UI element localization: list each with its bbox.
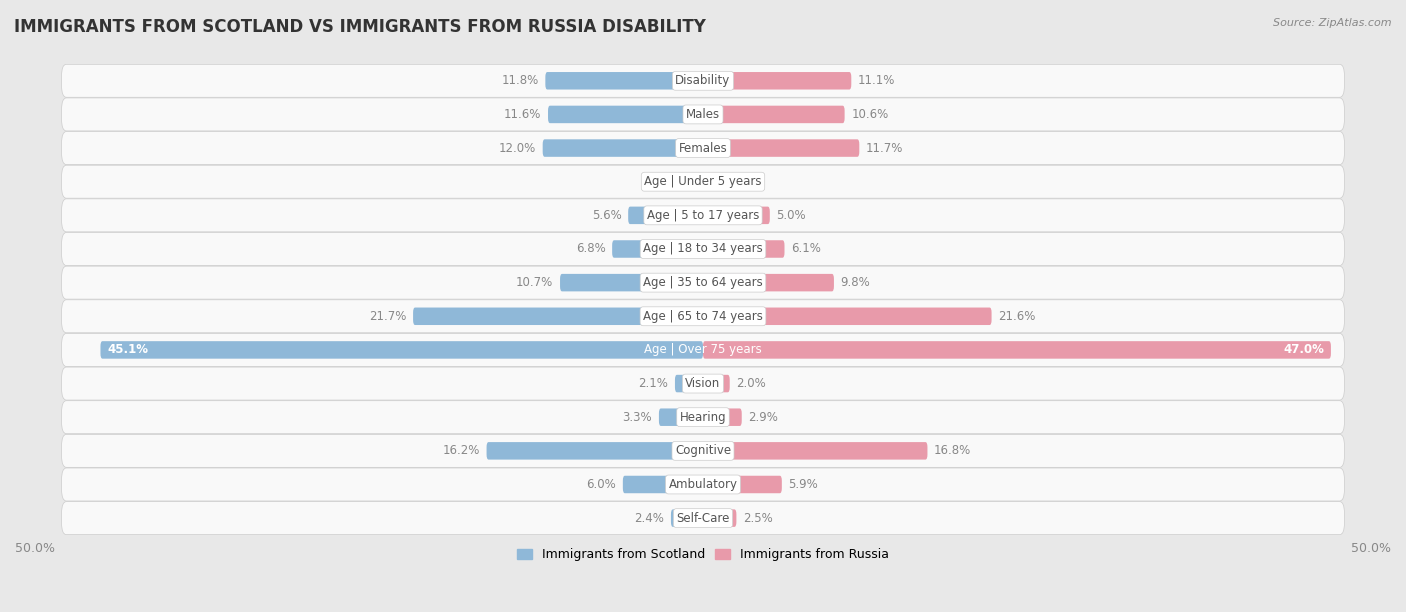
FancyBboxPatch shape [62,502,1344,535]
FancyBboxPatch shape [548,106,703,123]
Text: Disability: Disability [675,74,731,88]
Text: 5.9%: 5.9% [789,478,818,491]
FancyBboxPatch shape [623,476,703,493]
FancyBboxPatch shape [703,274,834,291]
Text: 9.8%: 9.8% [841,276,870,289]
Text: Source: ZipAtlas.com: Source: ZipAtlas.com [1274,18,1392,28]
Text: Age | Under 5 years: Age | Under 5 years [644,175,762,188]
FancyBboxPatch shape [659,408,703,426]
FancyBboxPatch shape [703,207,770,224]
Text: 2.1%: 2.1% [638,377,668,390]
Text: IMMIGRANTS FROM SCOTLAND VS IMMIGRANTS FROM RUSSIA DISABILITY: IMMIGRANTS FROM SCOTLAND VS IMMIGRANTS F… [14,18,706,36]
Text: 2.0%: 2.0% [737,377,766,390]
FancyBboxPatch shape [560,274,703,291]
FancyBboxPatch shape [543,140,703,157]
Text: 2.5%: 2.5% [744,512,773,524]
FancyBboxPatch shape [703,375,730,392]
Text: 2.4%: 2.4% [634,512,664,524]
FancyBboxPatch shape [62,64,1344,97]
Text: 11.1%: 11.1% [858,74,896,88]
Text: 21.7%: 21.7% [368,310,406,323]
Text: Self-Care: Self-Care [676,512,730,524]
Text: 1.4%: 1.4% [648,175,678,188]
Text: 16.8%: 16.8% [934,444,972,457]
Text: 6.1%: 6.1% [792,242,821,255]
Text: 11.8%: 11.8% [502,74,538,88]
FancyBboxPatch shape [671,509,703,527]
FancyBboxPatch shape [62,401,1344,434]
FancyBboxPatch shape [703,72,851,89]
FancyBboxPatch shape [100,341,703,359]
Text: Vision: Vision [685,377,721,390]
Text: 12.0%: 12.0% [499,141,536,155]
Text: 11.6%: 11.6% [503,108,541,121]
Text: 45.1%: 45.1% [107,343,148,356]
FancyBboxPatch shape [675,375,703,392]
FancyBboxPatch shape [62,165,1344,198]
FancyBboxPatch shape [486,442,703,460]
FancyBboxPatch shape [62,233,1344,266]
FancyBboxPatch shape [62,367,1344,400]
FancyBboxPatch shape [628,207,703,224]
FancyBboxPatch shape [703,476,782,493]
FancyBboxPatch shape [703,106,845,123]
FancyBboxPatch shape [703,173,717,190]
FancyBboxPatch shape [703,140,859,157]
Text: 11.7%: 11.7% [866,141,904,155]
Text: 6.0%: 6.0% [586,478,616,491]
FancyBboxPatch shape [703,307,991,325]
Text: Ambulatory: Ambulatory [668,478,738,491]
FancyBboxPatch shape [62,98,1344,131]
Text: 10.6%: 10.6% [851,108,889,121]
FancyBboxPatch shape [62,468,1344,501]
Legend: Immigrants from Scotland, Immigrants from Russia: Immigrants from Scotland, Immigrants fro… [512,543,894,566]
Text: 2.9%: 2.9% [748,411,779,424]
FancyBboxPatch shape [546,72,703,89]
Text: Hearing: Hearing [679,411,727,424]
Text: Age | 18 to 34 years: Age | 18 to 34 years [643,242,763,255]
FancyBboxPatch shape [703,408,742,426]
FancyBboxPatch shape [62,435,1344,468]
FancyBboxPatch shape [62,300,1344,333]
Text: 21.6%: 21.6% [998,310,1036,323]
Text: Cognitive: Cognitive [675,444,731,457]
Text: Age | Over 75 years: Age | Over 75 years [644,343,762,356]
FancyBboxPatch shape [703,509,737,527]
Text: 1.1%: 1.1% [724,175,754,188]
Text: Females: Females [679,141,727,155]
FancyBboxPatch shape [62,199,1344,232]
FancyBboxPatch shape [62,266,1344,299]
Text: Males: Males [686,108,720,121]
FancyBboxPatch shape [62,132,1344,165]
FancyBboxPatch shape [703,241,785,258]
Text: 3.3%: 3.3% [623,411,652,424]
Text: Age | 65 to 74 years: Age | 65 to 74 years [643,310,763,323]
FancyBboxPatch shape [703,442,928,460]
Text: Age | 5 to 17 years: Age | 5 to 17 years [647,209,759,222]
Text: 47.0%: 47.0% [1284,343,1324,356]
FancyBboxPatch shape [612,241,703,258]
Text: 10.7%: 10.7% [516,276,554,289]
Text: 5.6%: 5.6% [592,209,621,222]
Text: 16.2%: 16.2% [443,444,479,457]
FancyBboxPatch shape [62,334,1344,367]
Text: Age | 35 to 64 years: Age | 35 to 64 years [643,276,763,289]
FancyBboxPatch shape [413,307,703,325]
FancyBboxPatch shape [685,173,703,190]
Text: 5.0%: 5.0% [776,209,806,222]
Text: 6.8%: 6.8% [575,242,606,255]
FancyBboxPatch shape [703,341,1331,359]
